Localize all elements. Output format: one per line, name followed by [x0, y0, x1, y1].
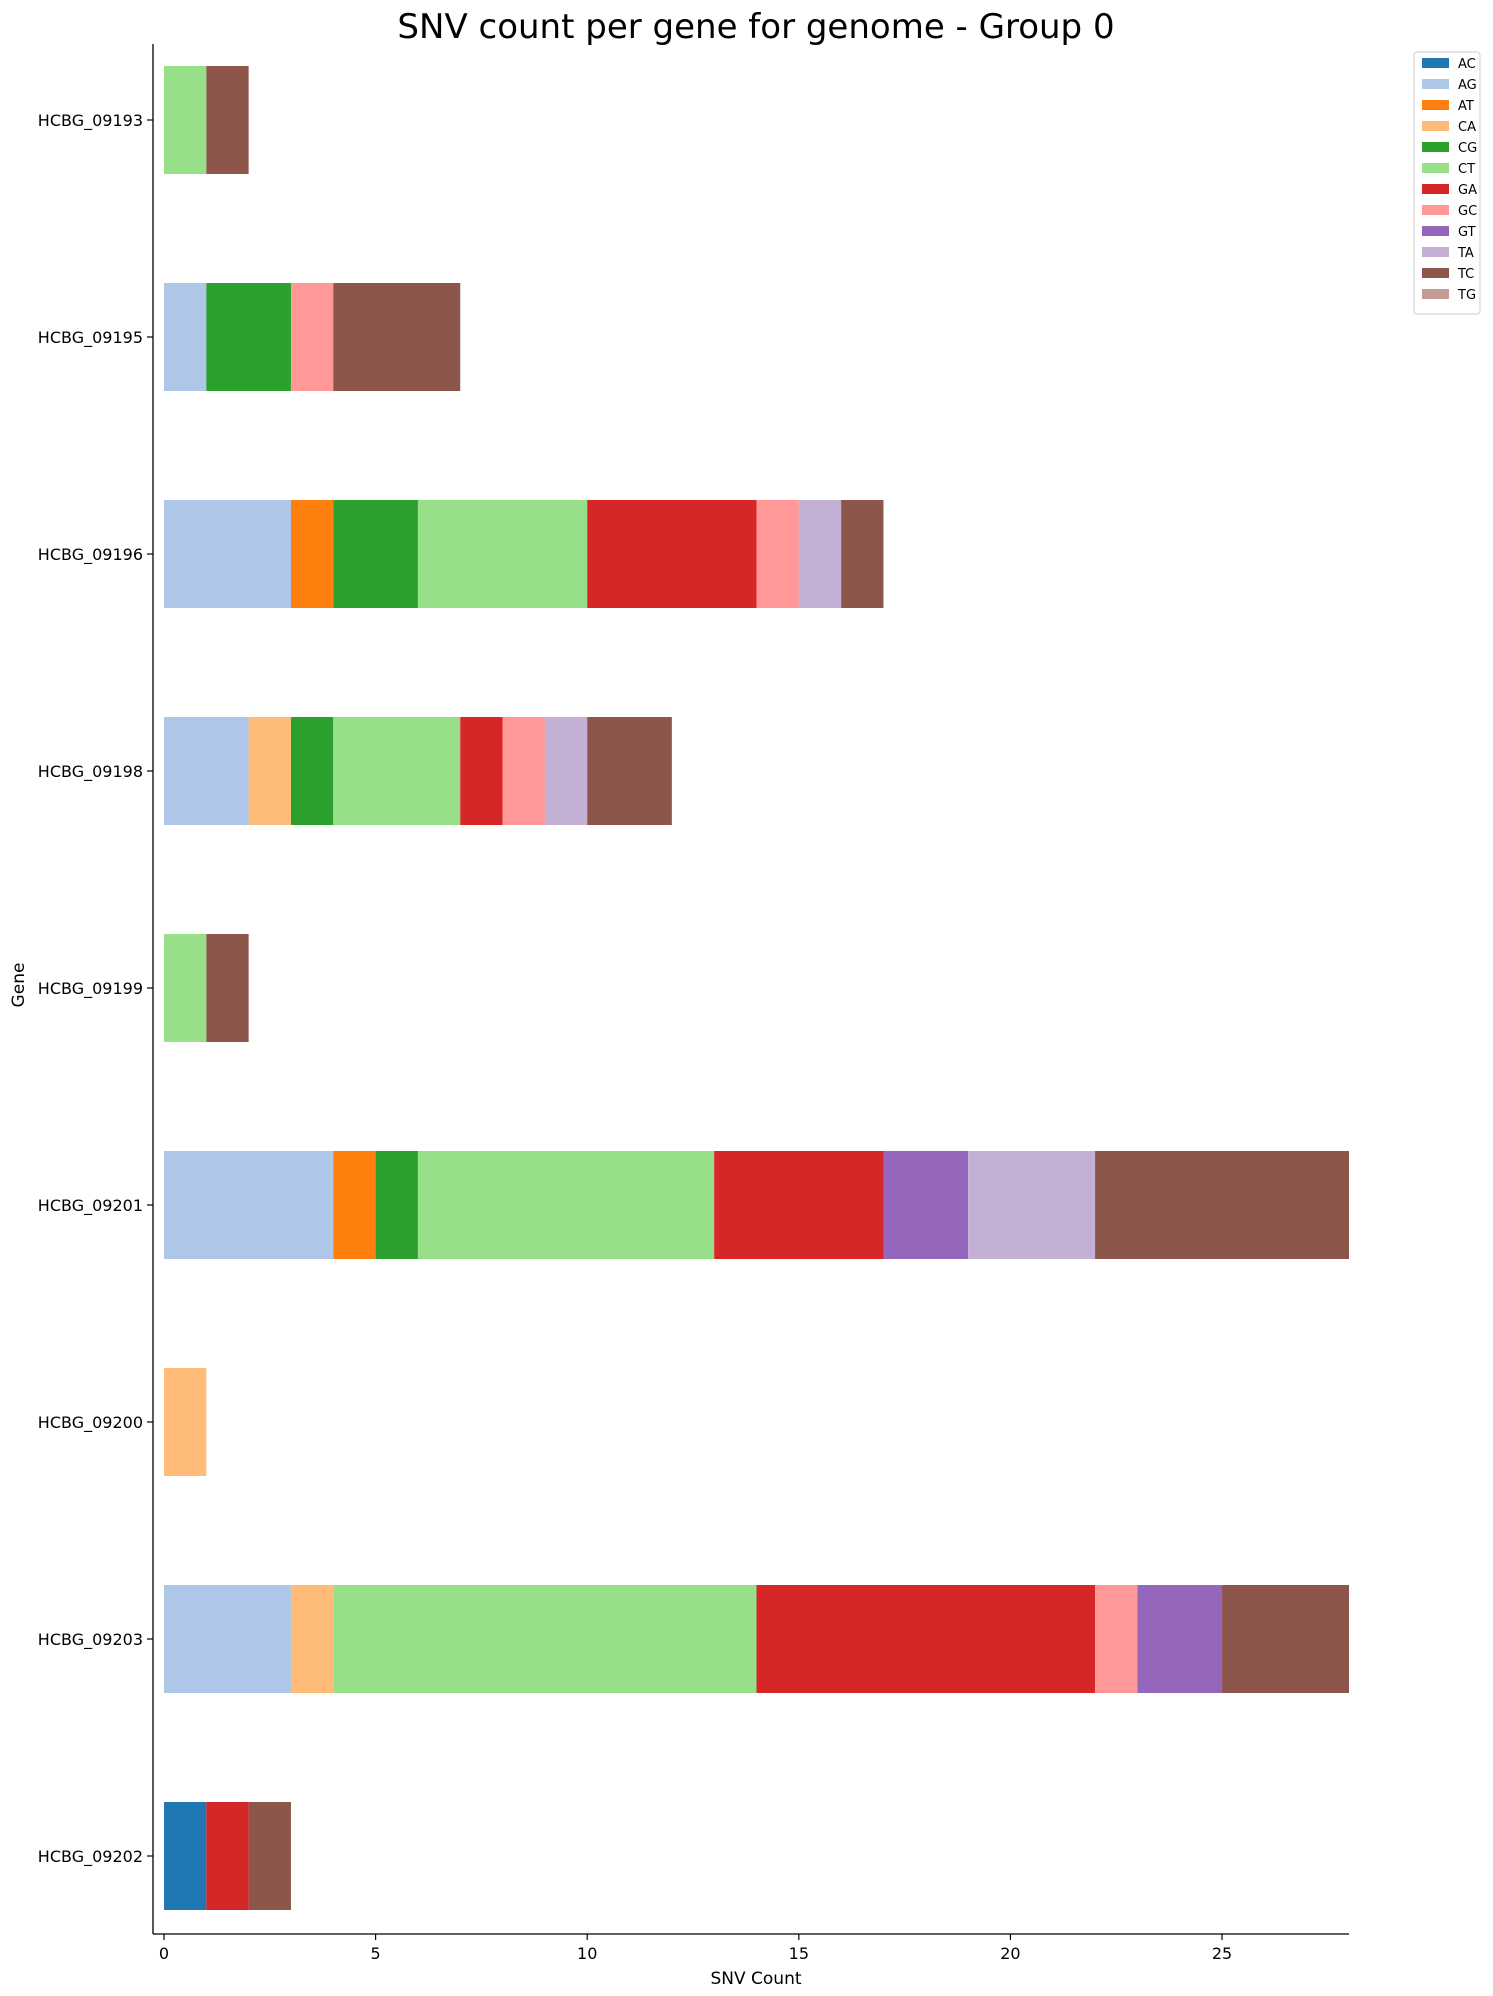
bar-segment	[1095, 1585, 1138, 1693]
bar-segment	[206, 66, 249, 174]
legend-label: GA	[1458, 183, 1477, 198]
legend: AC AG AT CA CG CT GA GC GT TA TC TG	[1413, 51, 1481, 315]
x-tick-label: 5	[371, 1944, 381, 1963]
y-tick-label: HCBG_09201	[38, 1196, 143, 1216]
legend-label: TA	[1457, 246, 1474, 261]
legend-label: AC	[1458, 57, 1476, 72]
y-tick-label: HCBG_09199	[38, 979, 143, 999]
bar-segment	[206, 283, 291, 391]
bar-segment	[798, 500, 842, 608]
bar-segment	[333, 717, 461, 825]
bar-segment	[290, 717, 334, 825]
legend-swatch	[1422, 205, 1449, 215]
y-tick-label: HCBG_09195	[38, 328, 143, 348]
bar-segment	[333, 283, 461, 391]
bar-segment	[587, 500, 757, 608]
legend-swatch	[1422, 163, 1449, 173]
bar-segment	[164, 1151, 334, 1259]
legend-label: CG	[1458, 141, 1477, 156]
bar-segment	[417, 1151, 715, 1259]
y-axis-label: Gene	[9, 963, 29, 1008]
x-tick-label: 15	[789, 1944, 809, 1963]
y-tick-label: HCBG_09203	[38, 1630, 143, 1650]
bar-segment	[883, 1151, 969, 1259]
y-tick-label: HCBG_09200	[38, 1413, 143, 1433]
x-tick-label: 25	[1212, 1944, 1232, 1963]
bar-segment	[714, 1151, 884, 1259]
bar-segment	[417, 500, 588, 608]
bar-segment	[587, 717, 672, 825]
bar-segment	[164, 66, 207, 174]
bar-segment	[756, 1585, 1096, 1693]
legend-label: AT	[1458, 99, 1474, 114]
legend-swatch	[1422, 121, 1449, 131]
bar-segment	[164, 283, 207, 391]
bar-segment	[1095, 1151, 1349, 1259]
legend-swatch	[1422, 184, 1449, 194]
bar-segment	[968, 1151, 1096, 1259]
legend-swatch	[1422, 226, 1449, 236]
legend-swatch	[1422, 79, 1449, 89]
legend-label: TG	[1457, 288, 1476, 303]
bar-segment	[164, 1802, 207, 1910]
bar-segment	[248, 1802, 291, 1910]
legend-swatch	[1422, 58, 1449, 68]
bar-segment	[290, 1585, 334, 1693]
bar-segment	[248, 717, 291, 825]
x-tick-label: 10	[577, 1944, 597, 1963]
bar-segment	[333, 500, 418, 608]
legend-swatch	[1422, 100, 1449, 110]
legend-label: CT	[1458, 162, 1475, 177]
legend-swatch	[1422, 247, 1449, 257]
chart-title: SNV count per gene for genome - Group 0	[397, 7, 1114, 47]
bar-segment	[502, 717, 545, 825]
axes-layer: HCBG_09193 HCBG_09195 HCBG_09196 HCBG_09198…	[38, 44, 1349, 1963]
bar-segment	[460, 717, 503, 825]
bar-segment	[1222, 1585, 1349, 1693]
bar-segment	[206, 1802, 249, 1910]
bar-segment	[756, 500, 799, 608]
bar-segment	[333, 1151, 376, 1259]
legend-swatch	[1422, 142, 1449, 152]
legend-label: CA	[1458, 120, 1476, 135]
bar-segment	[544, 717, 588, 825]
bar-segment	[206, 934, 249, 1042]
bar-segment	[841, 500, 884, 608]
y-tick-label: HCBG_09196	[38, 545, 143, 565]
bar-segment	[290, 500, 334, 608]
legend-swatch	[1422, 268, 1449, 278]
bar-segment	[164, 1368, 207, 1476]
x-axis-label: SNV Count	[710, 1969, 801, 1989]
y-tick-label: HCBG_09202	[38, 1847, 143, 1867]
bars-layer	[164, 66, 1349, 1910]
bar-segment	[164, 717, 249, 825]
bar-segment	[290, 283, 334, 391]
y-tick-label: HCBG_09198	[38, 762, 143, 782]
bar-segment	[333, 1585, 757, 1693]
bar-segment	[164, 1585, 291, 1693]
bar-segment	[164, 500, 291, 608]
legend-label: TC	[1457, 267, 1474, 282]
legend-swatch	[1422, 289, 1449, 299]
bar-segment	[164, 934, 207, 1042]
bar-segment	[1137, 1585, 1223, 1693]
legend-label: AG	[1458, 78, 1477, 93]
x-tick-label: 0	[159, 1944, 169, 1963]
x-tick-label: 20	[1000, 1944, 1020, 1963]
legend-label: GT	[1458, 225, 1476, 240]
y-tick-label: HCBG_09193	[38, 111, 143, 131]
legend-label: GC	[1458, 204, 1477, 219]
bar-segment	[375, 1151, 418, 1259]
